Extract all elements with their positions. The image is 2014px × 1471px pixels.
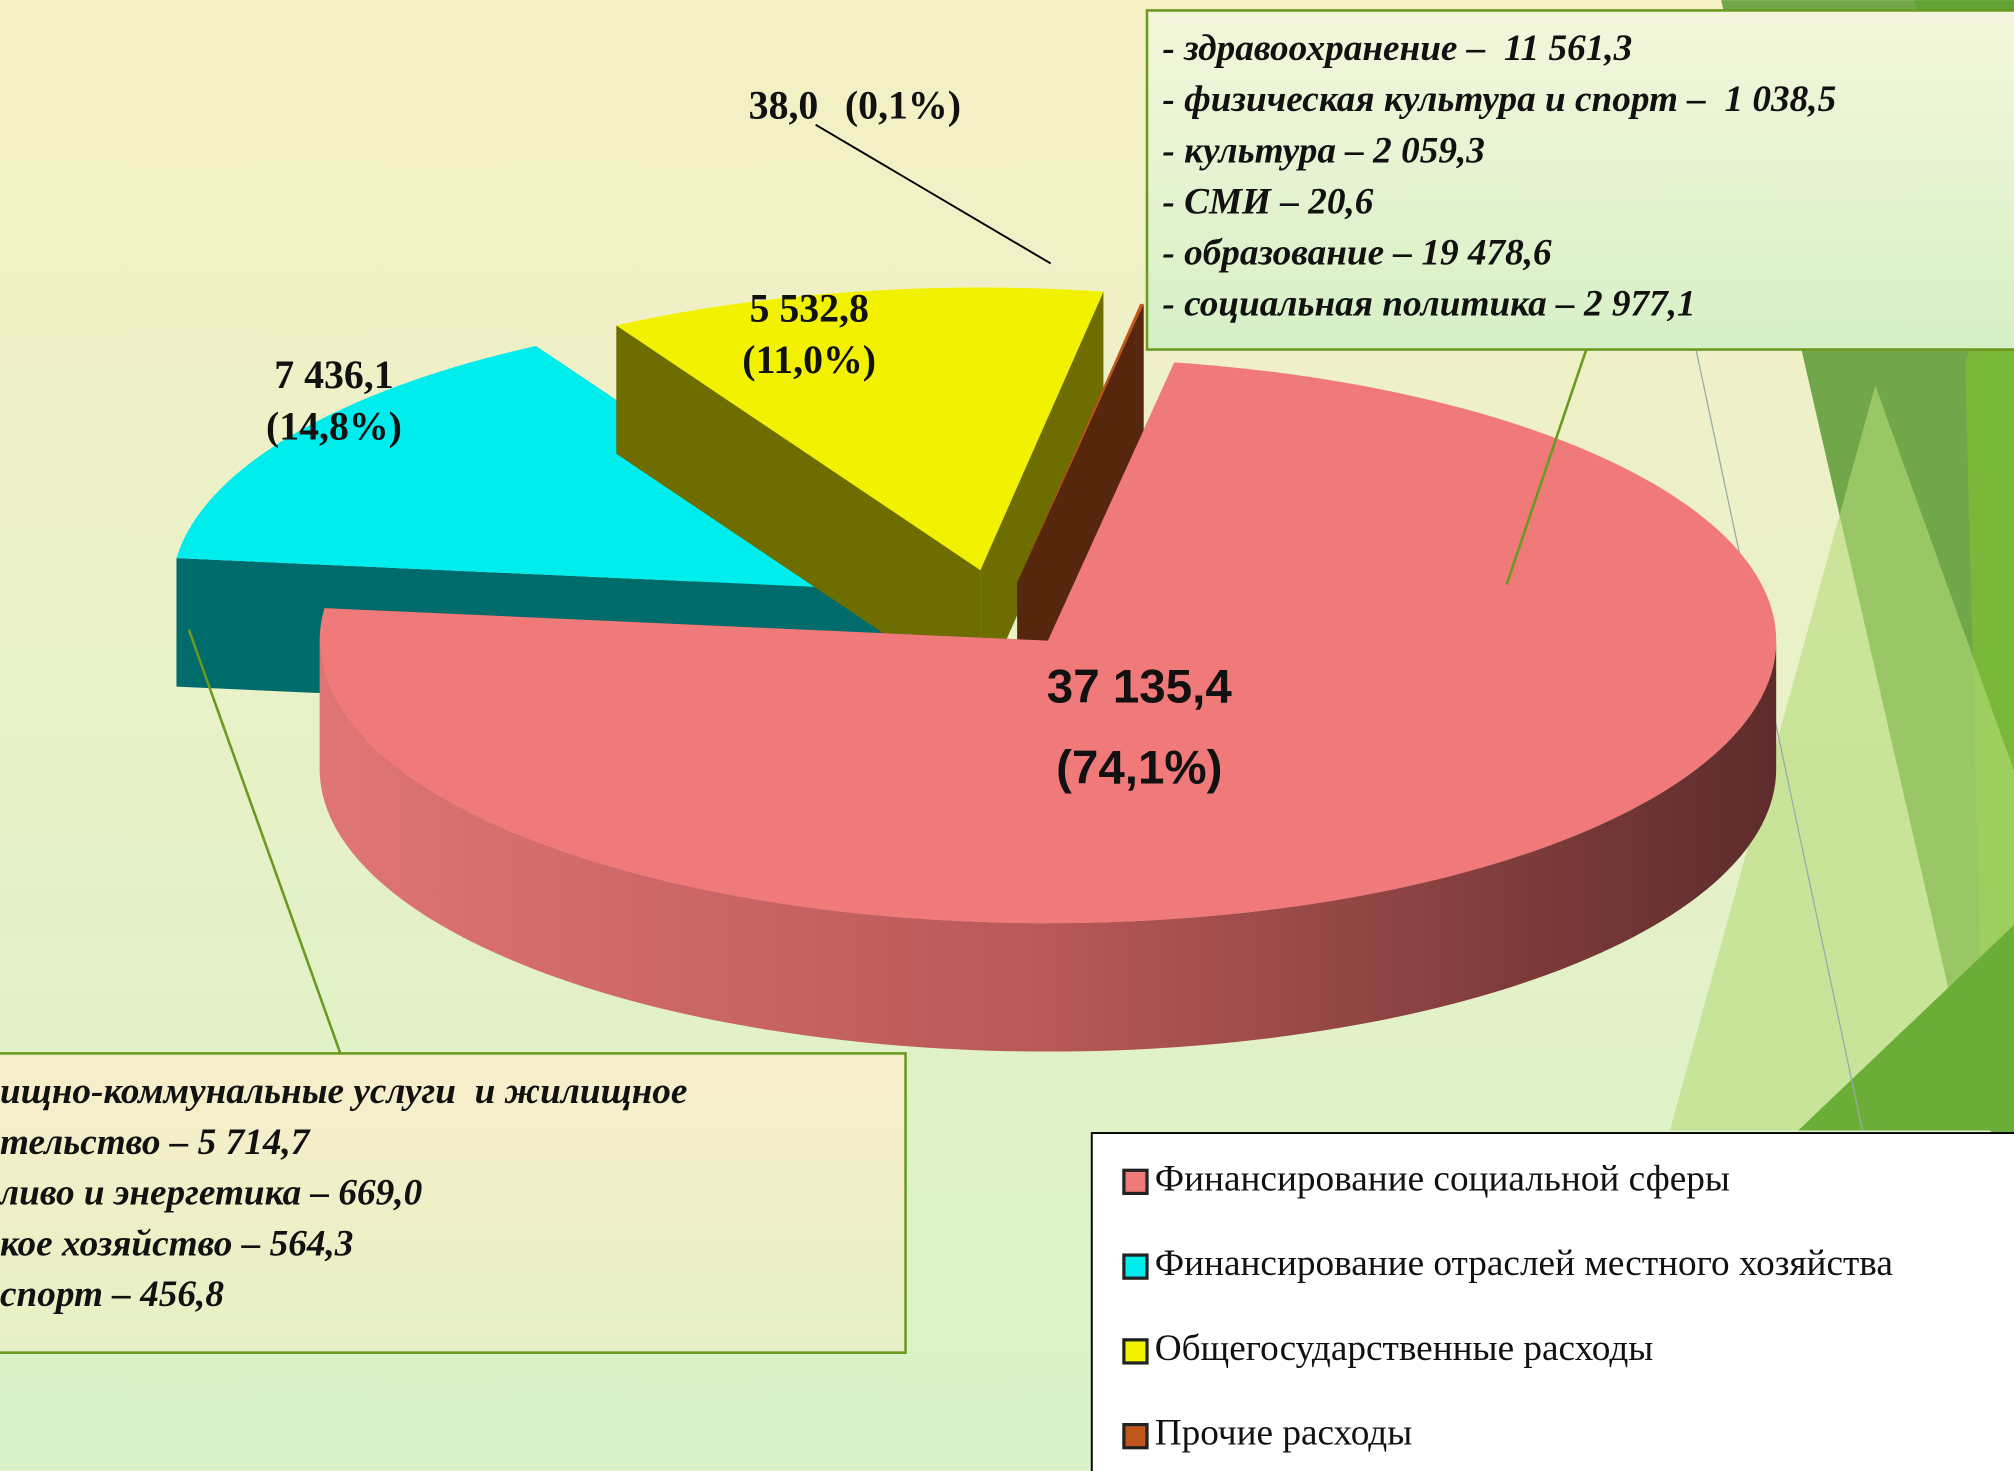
annotation-line: кое хозяйство – 564,3 (0, 1223, 353, 1264)
annotation-line: - социальная политика – 2 977,1 (1162, 284, 1695, 325)
legend-swatch (1122, 1168, 1149, 1196)
percent-label: (11,0%) (742, 338, 876, 382)
annotation-line: тельство – 5 714,7 (0, 1122, 311, 1163)
value-label: 7 436,1 (274, 353, 393, 397)
annotation-box (0, 1052, 907, 1354)
annotation-line: ливо и энергетика – 669,0 (0, 1173, 422, 1214)
leader-line (1505, 349, 1588, 585)
leader-line (815, 123, 1052, 265)
annotation-line: - образование – 19 478,6 (1162, 233, 1552, 274)
annotation-box (1145, 9, 2014, 351)
percent-label: (0,1%) (845, 83, 961, 127)
annotation-line: - физическая культура и спорт – 1 038,5 (1162, 79, 1836, 120)
slice-cut-face (1017, 304, 1144, 711)
pie (176, 287, 1777, 1052)
legend-label: Общегосударственные расходы (1155, 1328, 1654, 1369)
percent-label: (14,8%) (266, 405, 402, 449)
legend-label: Финансирование социальной сферы (1155, 1158, 1730, 1199)
percent-label: (74,1%) (1056, 741, 1222, 794)
value-label: 38,0 (749, 83, 819, 127)
legend-box (1090, 1132, 2014, 1471)
legend-label: Прочие расходы (1155, 1413, 1413, 1454)
slice (176, 345, 900, 591)
slice-cut-face (980, 291, 1104, 699)
slice (319, 362, 1777, 924)
legend-swatch (1122, 1422, 1149, 1450)
slice (616, 287, 1104, 571)
leader-line (187, 629, 342, 1054)
slice-side (319, 640, 1777, 1052)
annotation-line: - здравоохранение – 11 561,3 (1162, 28, 1632, 69)
annotation-line: ищно-коммунальные услуги и жилищное (0, 1071, 687, 1112)
legend-swatch (1122, 1253, 1149, 1280)
legend-label: Финансирование отраслей местного хозяйст… (1155, 1243, 1894, 1284)
slice (1017, 303, 1144, 583)
labels: 37 135,4 (74,1%) 7 436,1 (14,8%) 5 532,8 (11,… (0, 28, 1893, 1454)
value-label: 37 135,4 (1047, 660, 1233, 713)
slice-cut-face (616, 325, 981, 699)
annotation-line: - культура – 2 059,3 (1162, 130, 1484, 171)
annotation-line: - СМИ – 20,6 (1162, 181, 1373, 222)
annotation-line: спорт – 456,8 (0, 1274, 224, 1315)
legend-swatch (1122, 1338, 1149, 1365)
value-label: 5 532,8 (750, 286, 869, 330)
